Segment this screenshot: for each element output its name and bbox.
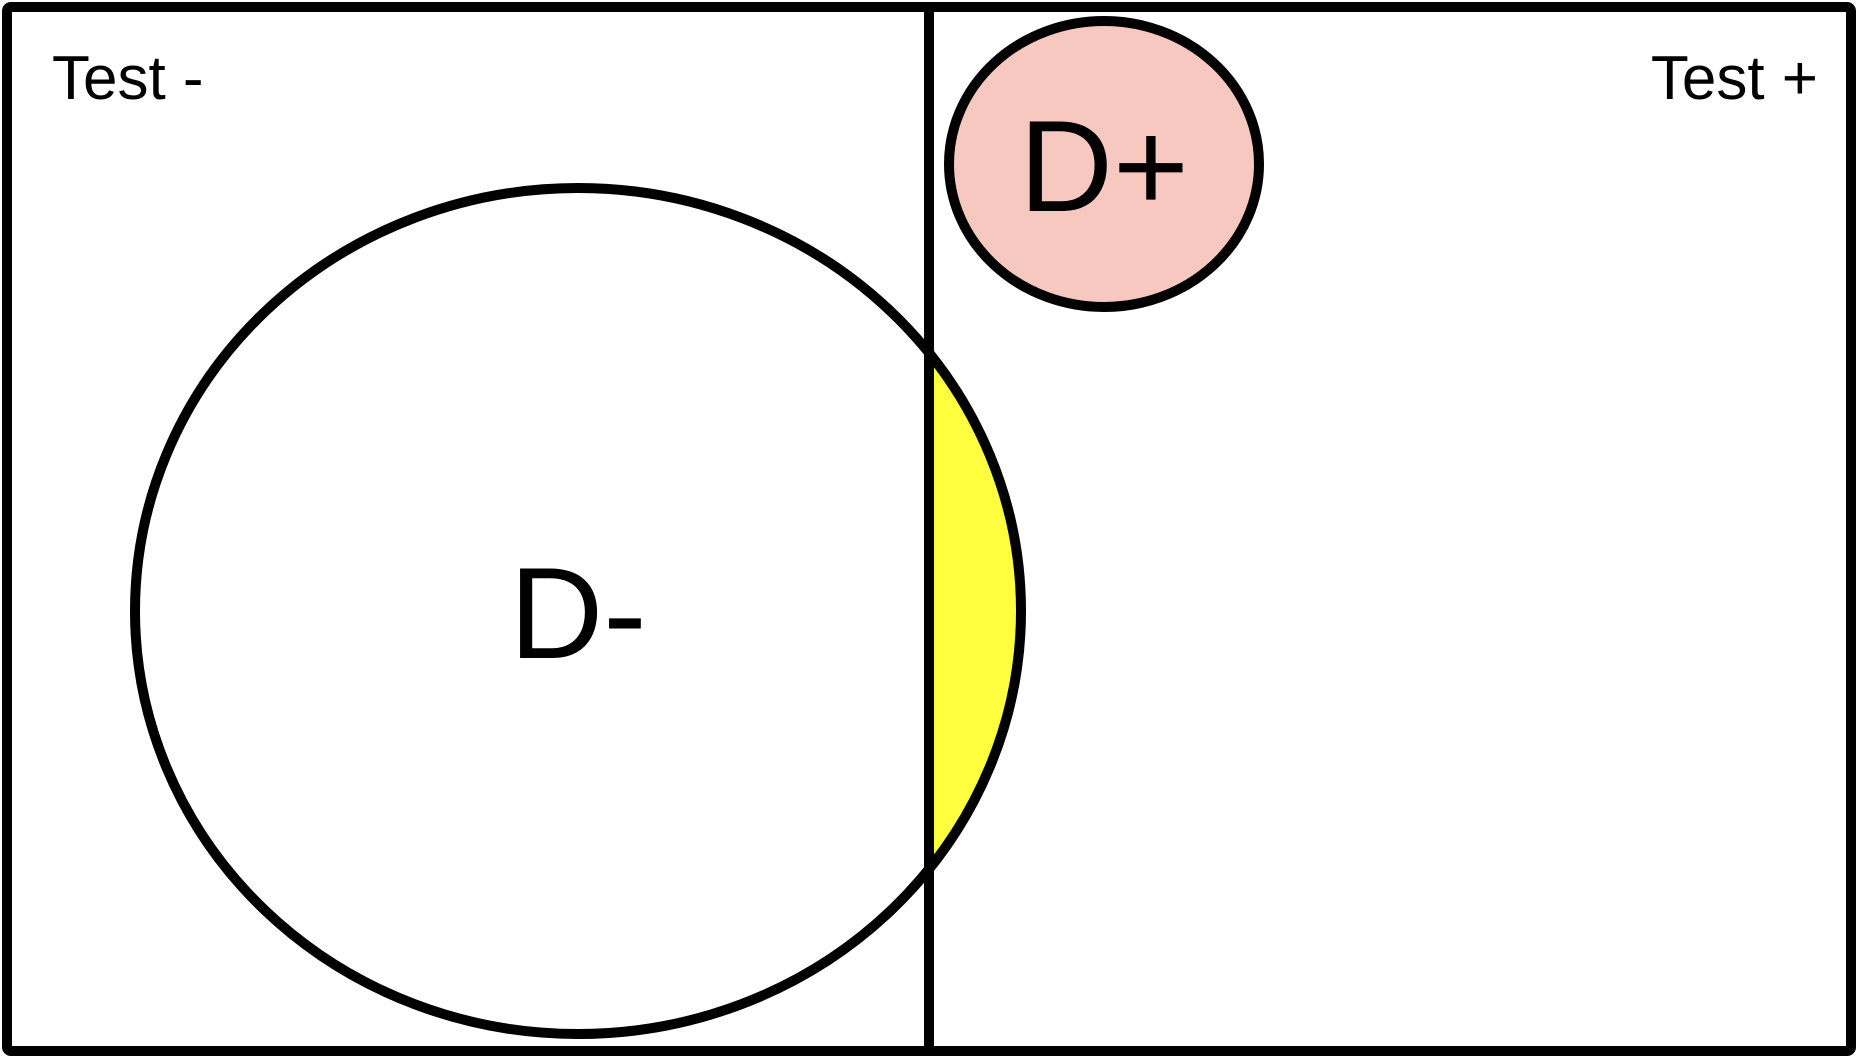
disease-negative-label: D- — [509, 540, 646, 686]
disease-positive-ellipse — [944, 16, 1264, 312]
test-positive-label: Test + — [1651, 44, 1818, 113]
disease-positive-label: D+ — [1019, 93, 1189, 239]
test-negative-label: Test - — [52, 44, 204, 113]
disease-negative-ellipse — [130, 183, 1026, 1039]
